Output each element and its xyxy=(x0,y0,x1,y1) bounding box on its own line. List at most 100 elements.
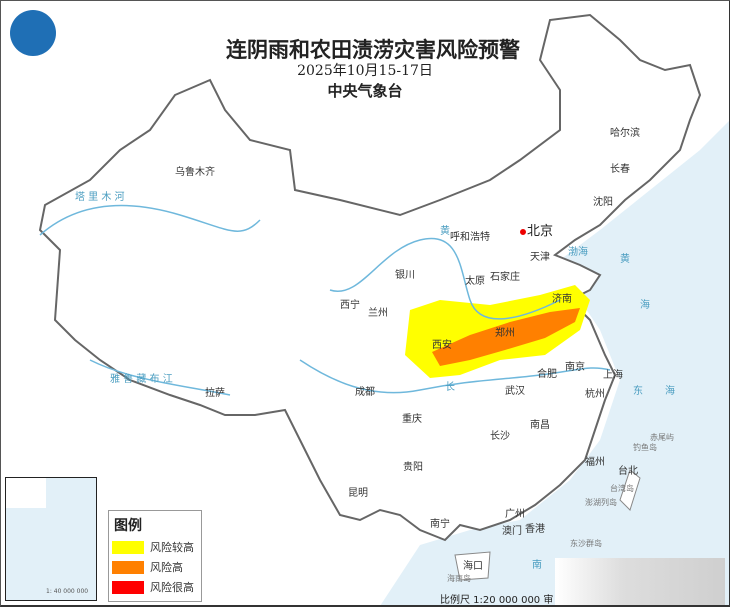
city-urumqi: 乌鲁木齐 xyxy=(175,163,215,178)
city-fuzhou: 福州 xyxy=(585,453,605,468)
capital-marker-icon xyxy=(520,228,526,235)
city-label: 武汉 xyxy=(505,386,525,397)
island-taiwan: 台湾岛 xyxy=(610,484,634,493)
city-kunming: 昆明 xyxy=(348,484,368,499)
city-label: 福州 xyxy=(585,457,605,468)
city-label: 乌鲁木齐 xyxy=(175,167,215,178)
legend: 图例 风险较高 风险高 风险很高 xyxy=(108,510,202,602)
island-chiwei: 赤尾屿 xyxy=(650,433,674,442)
city-label: 广州 xyxy=(505,509,525,520)
city-taiyuan: 太原 xyxy=(465,272,485,287)
watermark-overlay xyxy=(555,558,725,606)
river-label-yarlung: 雅 鲁 藏 布 江 xyxy=(110,374,173,385)
city-beijing: 北京 xyxy=(520,220,553,239)
city-label: 石家庄 xyxy=(490,272,520,283)
city-shenyang: 沈阳 xyxy=(593,193,613,208)
city-label: 济南 xyxy=(552,294,572,305)
city-nanchang: 南昌 xyxy=(530,416,550,431)
river-label-tarim: 塔 里 木 河 xyxy=(75,192,125,203)
island-penghu: 澎湖列岛 xyxy=(585,498,617,507)
sea-area xyxy=(380,120,730,606)
map-agency: 中央气象台 xyxy=(327,82,403,100)
city-hongkong: 香港 xyxy=(525,520,545,535)
city-label: 拉萨 xyxy=(205,388,225,399)
city-xining: 西宁 xyxy=(340,296,360,311)
river-label-yellow: 黄 xyxy=(440,226,450,237)
map-date: 2025年10月15-17日 xyxy=(297,63,433,79)
legend-label: 风险很高 xyxy=(150,581,194,594)
city-xian: 西安 xyxy=(432,336,452,351)
city-label: 银川 xyxy=(395,270,415,281)
legend-label: 风险较高 xyxy=(150,541,194,554)
legend-swatch xyxy=(112,560,144,574)
city-shanghai: 上海 xyxy=(603,366,623,381)
inset-scale: 1: 40 000 000 xyxy=(46,588,89,595)
sea-label-huanghai: 黄 xyxy=(620,254,630,265)
city-yinchuan: 银川 xyxy=(395,266,415,281)
city-harbin: 哈尔滨 xyxy=(610,124,640,139)
sea-label-nanhai: 南 xyxy=(532,560,542,571)
city-hangzhou: 杭州 xyxy=(585,385,605,400)
city-label: 台北 xyxy=(618,466,638,477)
city-wuhan: 武汉 xyxy=(505,382,525,397)
inset-land xyxy=(6,478,46,508)
city-label: 长沙 xyxy=(490,431,510,442)
sea-label-huanghai-2: 海 xyxy=(640,300,650,311)
rivers xyxy=(39,204,611,396)
city-nanning: 南宁 xyxy=(430,515,450,530)
city-taipei: 台北 xyxy=(618,462,638,477)
map-title: 连阴雨和农田渍涝灾害风险预警 xyxy=(226,37,520,62)
city-label: 西宁 xyxy=(340,300,360,311)
city-label: 澳门 xyxy=(502,526,522,537)
legend-item-high: 风险高 xyxy=(112,559,201,575)
city-label: 上海 xyxy=(603,370,623,381)
city-label: 昆明 xyxy=(348,488,368,499)
city-label: 香港 xyxy=(525,524,545,535)
city-chongqing: 重庆 xyxy=(402,410,422,425)
legend-item-higher: 风险较高 xyxy=(112,539,201,555)
city-label: 杭州 xyxy=(585,389,605,400)
city-label: 长春 xyxy=(610,164,630,175)
city-label: 成都 xyxy=(355,387,375,398)
city-nanjing: 南京 xyxy=(565,358,585,373)
city-label: 沈阳 xyxy=(593,197,613,208)
cma-logo xyxy=(10,10,56,56)
city-macau: 澳门 xyxy=(502,522,522,537)
city-hohhot: 呼和浩特 xyxy=(450,228,490,243)
city-tianjin: 天津 xyxy=(530,248,550,263)
legend-title: 图例 xyxy=(114,518,142,534)
city-shijiazhuang: 石家庄 xyxy=(490,268,520,283)
sea-label-donghai: 东 xyxy=(633,386,643,397)
city-label: 南京 xyxy=(565,362,585,373)
city-haikou: 海口 xyxy=(463,557,483,572)
city-lanzhou: 兰州 xyxy=(368,304,388,319)
city-guiyang: 贵阳 xyxy=(403,458,423,473)
city-label: 哈尔滨 xyxy=(610,128,640,139)
south-china-sea-inset: 1: 40 000 000 xyxy=(5,477,97,601)
city-guangzhou: 广州 xyxy=(505,505,525,520)
city-label: 重庆 xyxy=(402,414,422,425)
legend-label: 风险高 xyxy=(150,561,183,574)
city-label: 西安 xyxy=(432,340,452,351)
taiwan-island xyxy=(619,469,641,511)
island-dongsha: 东沙群岛 xyxy=(570,539,602,548)
city-label: 天津 xyxy=(530,252,550,263)
legend-swatch xyxy=(112,540,144,554)
risk-area-high xyxy=(432,308,580,366)
island-hainan: 海南岛 xyxy=(447,574,471,583)
city-changchun: 长春 xyxy=(610,160,630,175)
city-label: 兰州 xyxy=(368,308,388,319)
city-changsha: 长沙 xyxy=(490,427,510,442)
sea-label-donghai-2: 海 xyxy=(665,386,675,397)
city-label: 南昌 xyxy=(530,420,550,431)
china-outline xyxy=(38,13,702,542)
city-label: 南宁 xyxy=(430,519,450,530)
hainan-island xyxy=(454,551,491,581)
sea-label-bohai: 渤海 xyxy=(568,247,588,258)
legend-item-very-high: 风险很高 xyxy=(112,579,201,595)
city-label: 北京 xyxy=(527,224,554,239)
city-chengdu: 成都 xyxy=(355,383,375,398)
city-label: 合肥 xyxy=(537,369,557,380)
city-hefei: 合肥 xyxy=(537,365,557,380)
